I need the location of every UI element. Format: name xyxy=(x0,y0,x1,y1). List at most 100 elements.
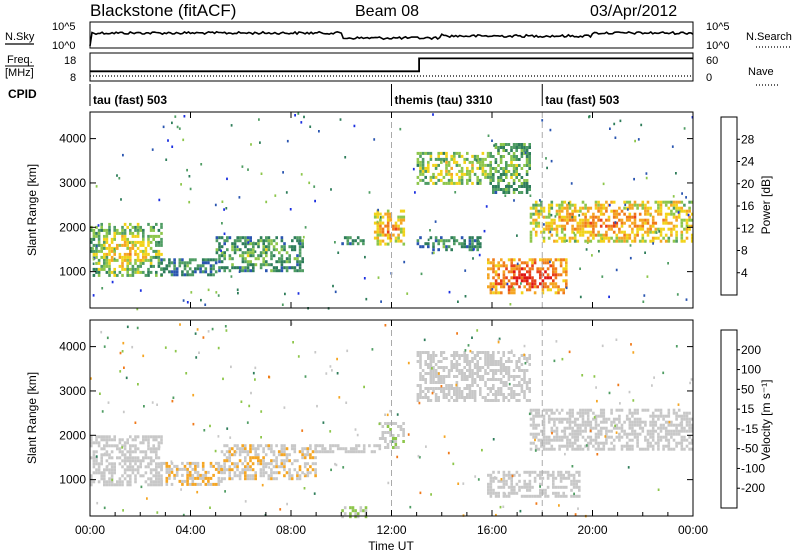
power-cell-897 xyxy=(471,245,474,249)
power-cell-228 xyxy=(147,237,150,241)
velocity-cell-1525 xyxy=(597,432,600,436)
velocity-cell-931 xyxy=(471,375,474,378)
velocity-cell-1806 xyxy=(690,441,694,445)
power-cell-774 xyxy=(458,175,461,179)
velocity-speckle-217 xyxy=(456,332,458,335)
power-cell-128 xyxy=(121,273,124,277)
velocity-cell-429 xyxy=(238,477,242,481)
velocity-cell-1164 xyxy=(500,485,503,489)
power-cell-893 xyxy=(468,248,472,252)
velocity-cell-745 xyxy=(421,390,425,393)
velocity-cell-456 xyxy=(249,456,252,460)
velocity-cell-1096 xyxy=(518,357,521,360)
velocity-cell-898 xyxy=(463,372,466,375)
velocity-cell-111 xyxy=(118,483,122,487)
velocity-speckle-97 xyxy=(553,359,556,363)
velocity-cell-1553 xyxy=(605,435,608,439)
power-cell-668 xyxy=(402,209,406,213)
velocity-cell-1297 xyxy=(575,482,578,486)
velocity-cell-28 xyxy=(97,441,101,445)
power-cell-796 xyxy=(468,172,472,176)
power-cell-1678 xyxy=(670,200,673,204)
velocity-cell-1207 xyxy=(523,494,526,498)
velocity-cell-372 xyxy=(217,479,221,483)
power-speckle-13 xyxy=(334,241,336,244)
power-cell-994 xyxy=(518,264,521,268)
power-cell-72 xyxy=(108,222,111,226)
velocity-cell-1682 xyxy=(651,432,655,436)
power-cell-1528 xyxy=(615,239,619,243)
velocity-cell-1060 xyxy=(505,381,508,384)
power-cell-990 xyxy=(515,276,519,280)
power-cell-431 xyxy=(244,266,247,270)
velocity-cell-1730 xyxy=(667,423,671,427)
velocity-cell-203 xyxy=(147,435,150,439)
power-cell-1081 xyxy=(552,273,555,277)
power-cell-1302 xyxy=(540,230,543,234)
nave-label: Nave xyxy=(748,66,774,78)
velocity-cell-1490 xyxy=(586,411,590,415)
velocity-cell-609 xyxy=(314,450,317,454)
power-cell-17 xyxy=(95,231,98,235)
velocity-cell-1125 xyxy=(525,381,529,384)
power-cell-761 xyxy=(453,154,456,158)
velocity-cell-157 xyxy=(131,450,135,454)
power-cell-364 xyxy=(218,236,221,240)
power-cell-381 xyxy=(223,251,226,255)
velocity-cell-1605 xyxy=(628,408,632,412)
power-cell-1079 xyxy=(552,267,555,271)
velocity-cell-1622 xyxy=(631,438,634,442)
power-cell-1546 xyxy=(623,221,626,225)
power-cell-858 xyxy=(432,245,435,249)
velocity-cell-660 xyxy=(343,506,347,510)
power-cell-700 xyxy=(424,175,427,179)
velocity-cell-727 xyxy=(419,351,422,354)
velocity-cell-220 xyxy=(149,471,153,475)
power-cell-1448 xyxy=(589,224,593,228)
power-cell-1223 xyxy=(518,185,521,188)
power-cell-1689 xyxy=(672,212,676,216)
velocity-cell-1704 xyxy=(659,411,663,415)
velocity-cell-849 xyxy=(450,384,453,387)
velocity-cell-499 xyxy=(264,462,268,466)
velocity-cell-209 xyxy=(147,462,150,466)
power-cell-167 xyxy=(131,234,135,238)
power-cell-807 xyxy=(473,172,477,176)
velocity-cell-240 xyxy=(155,462,158,466)
velocity-cell-787 xyxy=(432,381,435,384)
power-cell-1308 xyxy=(542,236,546,240)
power-speckle-128 xyxy=(513,199,515,202)
power-cell-262 xyxy=(157,228,161,232)
power-cell-1224 xyxy=(518,191,521,194)
velocity-cell-1728 xyxy=(667,414,671,418)
velocity-cell-869 xyxy=(455,381,459,384)
velocity-cell-1487 xyxy=(584,438,587,442)
velocity-cell-543 xyxy=(283,453,286,457)
velocity-cell-471 xyxy=(254,453,257,457)
velocity-cell-1132 xyxy=(528,378,531,381)
power-cell-1288 xyxy=(534,224,538,228)
velocity-cell-1408 xyxy=(563,426,567,430)
power-cell-1357 xyxy=(560,218,564,222)
power-cell-872 xyxy=(445,248,448,252)
power-cell-35 xyxy=(97,261,101,265)
velocity-cell-160 xyxy=(131,465,135,469)
power-cell-1010 xyxy=(523,279,526,283)
power-cell-854 xyxy=(427,242,430,246)
velocity-cell-1171 xyxy=(502,491,506,495)
velocity-ytick-label-0: 1000 xyxy=(59,473,86,487)
velocity-cell-617 xyxy=(318,444,322,448)
power-cell-116 xyxy=(118,270,122,274)
velocity-cell-683 xyxy=(381,434,385,437)
velocity-cell-153 xyxy=(129,480,132,484)
power-cell-514 xyxy=(275,266,278,270)
power-cell-533 xyxy=(283,260,286,264)
power-cell-1146 xyxy=(499,146,503,149)
velocity-cell-404 xyxy=(228,477,231,481)
power-cell-1125 xyxy=(492,191,495,194)
velocity-cell-80 xyxy=(110,450,114,454)
power-speckle-103 xyxy=(304,226,307,229)
velocity-cell-1387 xyxy=(555,417,559,421)
velocity-speckle-160 xyxy=(254,366,257,370)
velocity-cell-631 xyxy=(336,444,340,448)
